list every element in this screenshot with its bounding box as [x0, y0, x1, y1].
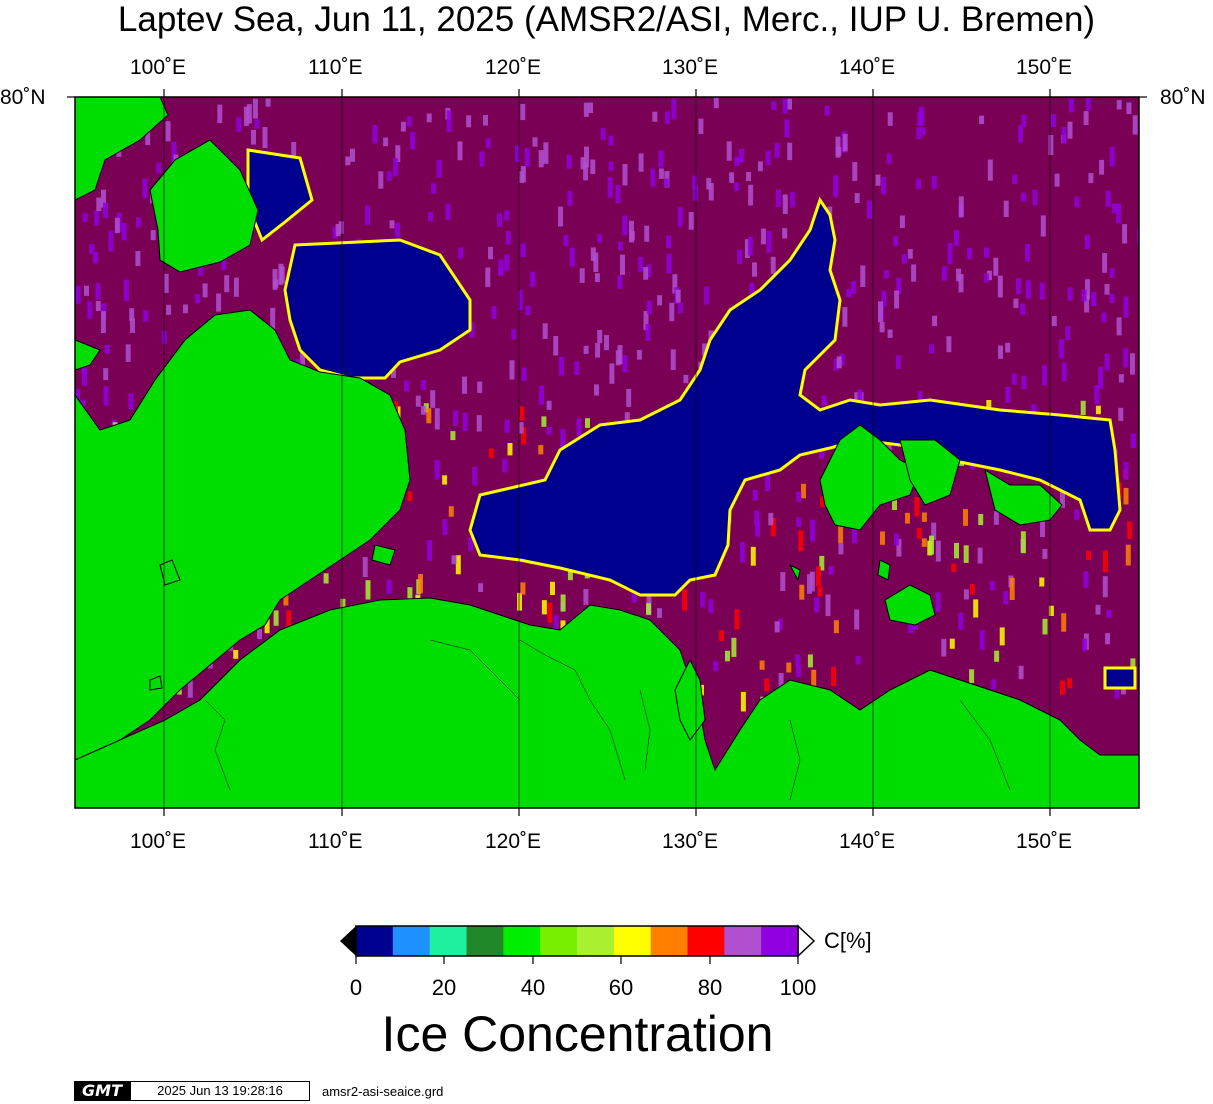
- lon-label-top-110e: 110˚E: [308, 56, 363, 79]
- colorbar-swatch: [761, 926, 799, 956]
- map-area: [75, 97, 1139, 808]
- coast-island-west: [159, 559, 181, 586]
- colorbar: [340, 924, 816, 964]
- lon-label-bottom-110e: 110˚E: [308, 830, 363, 853]
- colorbar-swatch: [687, 926, 725, 956]
- lon-label-bottom-100e: 100˚E: [130, 830, 187, 853]
- faddeyevsky-island: [899, 439, 961, 506]
- admin-borders: [204, 639, 1011, 801]
- lon-label-top-130e: 130˚E: [662, 56, 719, 79]
- small-island-1: [877, 559, 891, 581]
- lon-label-top-140e: 140˚E: [839, 56, 896, 79]
- polynya-east-small: [1103, 666, 1137, 690]
- colorbar-swatch: [650, 926, 688, 956]
- colorbar-tick-label: 40: [520, 975, 546, 1000]
- colorbar-swatch: [392, 926, 431, 956]
- map-frame: [74, 96, 1140, 809]
- lena-delta-area: [674, 658, 706, 741]
- colorbar-tick-label: 100: [779, 975, 817, 1000]
- lat-label-right: 80˚N: [1160, 86, 1206, 109]
- colorbar-frame: [355, 925, 799, 957]
- coast-island-south: [149, 675, 163, 691]
- tick-marks: [67, 89, 1147, 816]
- new-siberia-island: [984, 468, 1063, 526]
- severnaya-zemlya-east: [149, 139, 259, 273]
- lon-label-bottom-150e: 150˚E: [1016, 830, 1073, 853]
- polynya-west-large: [283, 238, 472, 380]
- colorbar-title: Ice Concentration: [381, 1006, 774, 1062]
- colorbar-swatch: [429, 926, 467, 956]
- lon-label-top-100e: 100˚E: [130, 56, 187, 79]
- colorbar-high-arrow: [797, 924, 816, 958]
- colorbar-swatch: [540, 926, 578, 956]
- land: [75, 97, 1139, 808]
- lat-label-left: 80˚N: [0, 86, 46, 109]
- timestamp: 2025 Jun 13 19:28:16: [130, 1081, 310, 1101]
- colorbar-low-arrow: [340, 926, 356, 956]
- colorbar-tick-label: 0: [349, 975, 363, 1000]
- map-title: Laptev Sea, Jun 11, 2025 (AMSR2/ASI, Mer…: [117, 0, 1096, 39]
- colorbar-swatch: [613, 926, 652, 956]
- graticule: [163, 97, 1051, 808]
- bolshoy-begichev-island: [371, 544, 396, 566]
- lon-label-bottom-140e: 140˚E: [839, 830, 896, 853]
- grid-file-name: amsr2-asi-seaice.grd: [322, 1084, 444, 1099]
- lon-label-top-150e: 150˚E: [1016, 56, 1073, 79]
- coast-island-northwest: [75, 339, 101, 371]
- colorbar-tick-label: 20: [431, 975, 457, 1000]
- low-ice-regions: [246, 148, 1137, 690]
- stolbovoy-island: [884, 584, 936, 626]
- colorbar-tick-label: 80: [697, 975, 723, 1000]
- colorbar-swatch: [577, 926, 615, 956]
- colorbar-swatch: [356, 926, 394, 956]
- lon-label-bottom-120e: 120˚E: [485, 830, 542, 853]
- polynya-central: [468, 196, 1122, 597]
- lon-label-bottom-130e: 130˚E: [662, 830, 719, 853]
- lon-label-top-120e: 120˚E: [485, 56, 542, 79]
- colorbar-swatch: [503, 926, 541, 956]
- taymyr-peninsula: [75, 309, 411, 761]
- small-island-2: [788, 563, 801, 582]
- colorbar-unit-label: C[%]: [824, 928, 872, 953]
- severnaya-zemlya-west: [75, 97, 169, 201]
- colorbar-swatch: [724, 926, 762, 956]
- gmt-logo: GMT: [74, 1081, 130, 1101]
- colorbar-tick-label: 60: [608, 975, 634, 1000]
- colorbar-swatch: [466, 926, 504, 956]
